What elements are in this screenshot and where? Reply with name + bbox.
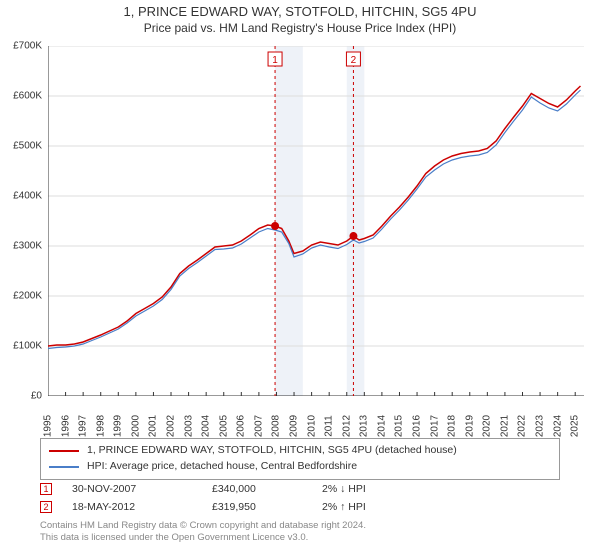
y-tick-label: £600K [13,91,42,102]
sale-row-2: 2 18-MAY-2012 £319,950 2% ↑ HPI [40,498,560,516]
chart-svg: 12 [48,46,584,396]
y-tick-label: £200K [13,291,42,302]
x-tick-label: 2016 [412,415,423,437]
footer-line-1: Contains HM Land Registry data © Crown c… [40,520,560,532]
x-tick-label: 2025 [570,415,581,437]
x-tick-label: 1997 [78,415,89,437]
x-tick-label: 2015 [394,415,405,437]
x-tick-label: 1999 [113,415,124,437]
sale-marker-2: 2 [40,501,52,513]
x-tick-label: 2023 [535,415,546,437]
x-tick-label: 2012 [341,415,352,437]
x-tick-label: 2005 [218,415,229,437]
y-tick-label: £400K [13,191,42,202]
x-tick-label: 2009 [289,415,300,437]
y-axis-labels: £0£100K£200K£300K£400K£500K£600K£700K [0,46,46,396]
x-tick-label: 2010 [306,415,317,437]
legend-label-1: 1, PRINCE EDWARD WAY, STOTFOLD, HITCHIN,… [87,443,457,459]
x-tick-label: 2017 [429,415,440,437]
legend-label-2: HPI: Average price, detached house, Cent… [87,459,357,475]
x-tick-label: 2008 [271,415,282,437]
x-axis-labels: 1995199619971998199920002001200220032004… [48,398,584,438]
footer-attribution: Contains HM Land Registry data © Crown c… [40,520,560,545]
x-tick-label: 1996 [60,415,71,437]
sale-date-1: 30-NOV-2007 [72,483,192,495]
legend-swatch-2 [49,466,79,468]
legend-row-series2: HPI: Average price, detached house, Cent… [49,459,551,475]
x-tick-label: 2002 [166,415,177,437]
y-tick-label: £300K [13,241,42,252]
y-tick-label: £0 [31,391,42,402]
legend-row-series1: 1, PRINCE EDWARD WAY, STOTFOLD, HITCHIN,… [49,443,551,459]
svg-text:2: 2 [351,55,357,66]
x-tick-label: 2014 [376,415,387,437]
x-tick-label: 2000 [130,415,141,437]
x-tick-label: 1995 [43,415,54,437]
y-tick-label: £100K [13,341,42,352]
x-tick-label: 2020 [482,415,493,437]
sale-price-2: £319,950 [212,501,302,513]
x-tick-label: 2021 [499,415,510,437]
x-tick-label: 2022 [517,415,528,437]
x-tick-label: 2011 [324,415,335,437]
sale-marker-1: 1 [40,483,52,495]
title-address: 1, PRINCE EDWARD WAY, STOTFOLD, HITCHIN,… [0,4,600,19]
title-block: 1, PRINCE EDWARD WAY, STOTFOLD, HITCHIN,… [0,0,600,35]
y-tick-label: £500K [13,141,42,152]
title-subtitle: Price paid vs. HM Land Registry's House … [0,21,600,35]
sales-table: 1 30-NOV-2007 £340,000 2% ↓ HPI 2 18-MAY… [40,480,560,516]
sale-price-1: £340,000 [212,483,302,495]
svg-text:1: 1 [272,55,278,66]
sale-date-2: 18-MAY-2012 [72,501,192,513]
x-tick-label: 2007 [253,415,264,437]
y-tick-label: £700K [13,41,42,52]
x-tick-label: 2024 [552,415,563,437]
footer-line-2: This data is licensed under the Open Gov… [40,532,560,544]
x-tick-label: 2019 [464,415,475,437]
x-tick-label: 2001 [148,415,159,437]
sale-row-1: 1 30-NOV-2007 £340,000 2% ↓ HPI [40,480,560,498]
x-tick-label: 1998 [95,415,106,437]
x-tick-label: 2013 [359,415,370,437]
legend-swatch-1 [49,450,79,452]
legend-box: 1, PRINCE EDWARD WAY, STOTFOLD, HITCHIN,… [40,438,560,480]
sale-rel-2: 2% ↑ HPI [322,501,412,513]
x-tick-label: 2006 [236,415,247,437]
x-tick-label: 2003 [183,415,194,437]
chart-area: 12 [48,46,584,396]
x-tick-label: 2004 [201,415,212,437]
chart-container: 1, PRINCE EDWARD WAY, STOTFOLD, HITCHIN,… [0,0,600,560]
sale-rel-1: 2% ↓ HPI [322,483,412,495]
x-tick-label: 2018 [447,415,458,437]
